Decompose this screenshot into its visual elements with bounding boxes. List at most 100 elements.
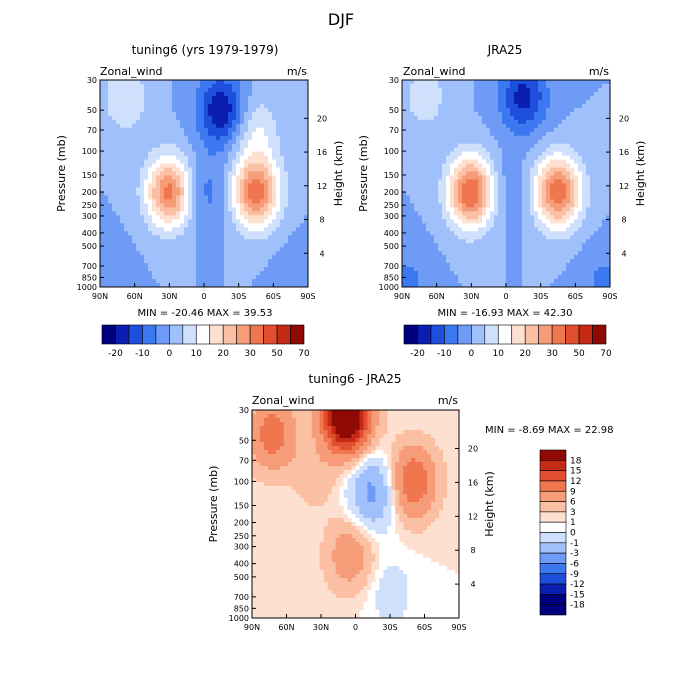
heatmap-cell bbox=[184, 95, 189, 101]
heatmap-cell bbox=[542, 91, 547, 97]
heatmap-cell bbox=[200, 171, 205, 176]
heatmap-cell bbox=[232, 263, 237, 268]
heatmap-cell bbox=[256, 167, 261, 172]
heatmap-cell bbox=[212, 143, 217, 149]
heatmap-cell bbox=[538, 199, 543, 204]
heatmap-cell bbox=[132, 279, 137, 284]
heatmap-cell bbox=[470, 223, 475, 228]
heatmap-cell bbox=[296, 107, 301, 113]
heatmap-cell bbox=[430, 195, 435, 200]
heatmap-cell bbox=[268, 231, 273, 236]
heatmap-cell bbox=[184, 167, 189, 172]
heatmap-cell bbox=[590, 83, 595, 89]
heatmap-cell bbox=[104, 283, 109, 288]
heatmap-cell bbox=[204, 99, 209, 105]
heatmap-cell bbox=[292, 271, 297, 276]
heatmap-cell bbox=[184, 207, 189, 212]
heatmap-cell bbox=[590, 163, 595, 168]
heatmap-cell bbox=[292, 135, 297, 141]
heatmap-cell bbox=[410, 155, 415, 161]
heatmap-cell bbox=[208, 207, 213, 212]
heatmap-cell bbox=[558, 175, 563, 180]
heatmap-cell bbox=[156, 215, 161, 220]
heatmap-cell bbox=[562, 87, 567, 93]
heatmap-cell bbox=[530, 167, 535, 172]
heatmap-cell bbox=[156, 175, 161, 180]
heatmap-cell bbox=[148, 163, 153, 168]
heatmap-cell bbox=[296, 207, 301, 212]
heatmap-cell bbox=[462, 231, 467, 236]
heatmap-cell bbox=[598, 243, 603, 248]
heatmap-cell bbox=[418, 179, 423, 184]
heatmap-cell bbox=[304, 179, 309, 184]
heatmap-cell bbox=[550, 127, 555, 133]
heatmap-cell bbox=[204, 83, 209, 89]
heatmap-cell bbox=[128, 103, 133, 109]
heatmap-cell bbox=[402, 123, 407, 129]
heatmap-cell bbox=[276, 263, 281, 268]
heatmap-cell bbox=[574, 167, 579, 172]
heatmap-cell bbox=[128, 127, 133, 133]
heatmap-cell bbox=[144, 103, 149, 109]
heatmap-cell bbox=[128, 251, 133, 256]
heatmap-cell bbox=[224, 211, 229, 216]
heatmap-cell bbox=[128, 211, 133, 216]
heatmap-cell bbox=[442, 95, 447, 101]
heatmap-cell bbox=[156, 183, 161, 188]
heatmap-cell bbox=[602, 223, 607, 228]
heatmap-cell bbox=[184, 283, 189, 288]
heatmap-cell bbox=[546, 131, 551, 137]
heatmap-cell bbox=[574, 243, 579, 248]
heatmap-cell bbox=[252, 203, 257, 208]
heatmap-cell bbox=[280, 203, 285, 208]
heatmap-cell bbox=[104, 207, 109, 212]
heatmap-cell bbox=[240, 191, 245, 196]
heatmap-cell bbox=[402, 139, 407, 145]
heatmap-cell bbox=[192, 143, 197, 149]
heatmap-cell bbox=[450, 215, 455, 220]
heatmap-cell bbox=[124, 80, 129, 85]
heatmap-cell bbox=[188, 255, 193, 260]
heatmap-cell bbox=[152, 263, 157, 268]
heatmap-cell bbox=[240, 251, 245, 256]
heatmap-cell bbox=[144, 179, 149, 184]
heatmap-cell bbox=[526, 151, 531, 157]
heatmap-cell bbox=[292, 107, 297, 113]
heatmap-cell bbox=[112, 119, 117, 125]
heatmap-cell bbox=[180, 179, 185, 184]
heatmap-cell bbox=[192, 91, 197, 97]
heatmap-cell bbox=[256, 115, 261, 121]
heatmap-cell bbox=[546, 87, 551, 93]
heatmap-cell bbox=[160, 159, 165, 164]
heatmap-cell bbox=[236, 183, 241, 188]
heatmap-cell bbox=[240, 115, 245, 121]
heatmap-cell bbox=[184, 187, 189, 192]
heatmap-cell bbox=[216, 207, 221, 212]
heatmap-cell bbox=[152, 159, 157, 164]
heatmap-cell bbox=[148, 231, 153, 236]
heatmap-cell bbox=[292, 151, 297, 157]
heatmap-cell bbox=[410, 87, 415, 93]
heatmap-cell bbox=[554, 131, 559, 137]
heatmap-cell bbox=[518, 219, 523, 224]
heatmap-cell bbox=[228, 207, 233, 212]
heatmap-cell bbox=[434, 243, 439, 248]
heatmap-cell bbox=[284, 239, 289, 244]
heatmap-cell bbox=[554, 211, 559, 216]
heatmap-cell bbox=[502, 203, 507, 208]
heatmap-cell bbox=[288, 139, 293, 145]
heatmap-cell bbox=[116, 251, 121, 256]
heatmap-cell bbox=[502, 163, 507, 168]
heatmap-cell bbox=[172, 83, 177, 89]
heatmap-cell bbox=[526, 83, 531, 89]
heatmap-cell bbox=[280, 111, 285, 117]
heatmap-cell bbox=[252, 195, 257, 200]
heatmap-cell bbox=[112, 255, 117, 260]
heatmap-cell bbox=[140, 155, 145, 161]
heatmap-cell bbox=[586, 115, 591, 121]
heatmap-cell bbox=[260, 95, 265, 101]
heatmap-cell bbox=[208, 203, 213, 208]
heatmap-cell bbox=[264, 83, 269, 89]
heatmap-cell bbox=[228, 155, 233, 161]
heatmap-cell bbox=[204, 167, 209, 172]
